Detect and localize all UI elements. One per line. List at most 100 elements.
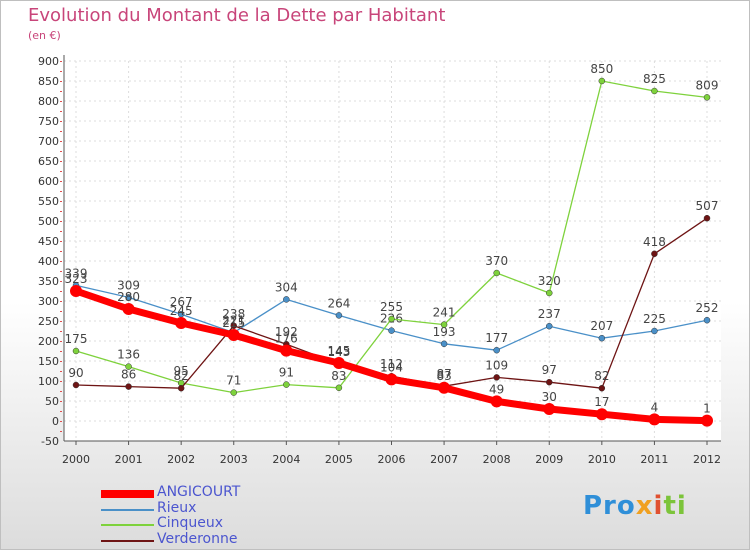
data-point <box>125 383 132 390</box>
data-label: 418 <box>643 235 666 249</box>
data-label: 1 <box>703 402 711 416</box>
legend-label: Verderonne <box>157 531 238 547</box>
data-point <box>283 296 290 303</box>
x-tick-label: 2009 <box>535 453 563 466</box>
data-label: 339 <box>65 266 88 280</box>
x-tick-label: 2001 <box>115 453 143 466</box>
data-label: 192 <box>275 325 298 339</box>
data-point <box>701 414 713 427</box>
data-label: 245 <box>170 304 193 318</box>
data-point <box>388 327 395 334</box>
y-tick-label: 650 <box>38 155 59 168</box>
data-point <box>546 378 553 386</box>
data-point <box>283 381 290 388</box>
y-tick-label: 0 <box>52 415 59 428</box>
data-point <box>72 381 80 389</box>
data-point <box>598 334 606 342</box>
data-point <box>493 374 500 381</box>
y-tick-label: 100 <box>38 375 59 388</box>
data-point <box>175 317 188 329</box>
data-label: 255 <box>380 300 403 314</box>
y-tick-label: 400 <box>38 255 59 268</box>
data-point <box>598 77 606 85</box>
y-tick-label: 350 <box>38 275 59 288</box>
data-label: 49 <box>489 382 504 396</box>
x-tick-label: 2010 <box>588 453 616 466</box>
x-tick-label: 2003 <box>220 453 248 466</box>
data-point <box>125 363 132 370</box>
data-label: 280 <box>117 290 140 304</box>
data-point <box>335 384 343 392</box>
data-label: 809 <box>696 78 719 92</box>
data-point <box>543 403 556 415</box>
data-label: 238 <box>222 307 245 321</box>
data-label: 175 <box>65 332 88 346</box>
data-label: 143 <box>327 345 350 359</box>
x-tick-label: 2011 <box>640 453 668 466</box>
data-label: 17 <box>594 395 609 409</box>
data-point <box>703 214 711 222</box>
data-point <box>125 294 132 301</box>
data-point <box>280 344 293 357</box>
data-label: 225 <box>643 312 666 326</box>
data-point <box>438 381 451 394</box>
y-tick-label: 500 <box>38 215 59 228</box>
proxiti-logo: Proxiti <box>583 491 687 521</box>
data-point <box>648 413 661 426</box>
x-tick-label: 2012 <box>693 453 721 466</box>
legend-swatch <box>101 524 154 526</box>
y-tick-label: 200 <box>38 335 59 348</box>
data-label: 145 <box>327 344 350 358</box>
data-label: 370 <box>485 254 508 268</box>
x-tick-label: 2002 <box>167 453 195 466</box>
data-point <box>72 347 80 355</box>
data-label: 221 <box>222 314 245 328</box>
y-tick-label: 750 <box>38 115 59 128</box>
x-tick-label: 2004 <box>272 453 300 466</box>
y-tick-label: 800 <box>38 95 59 108</box>
series-rieux: 339309267221304264226193177237207225252 <box>65 266 718 354</box>
data-point <box>493 346 500 354</box>
data-point <box>703 94 711 101</box>
data-point <box>70 285 82 297</box>
data-label: 90 <box>68 366 83 380</box>
data-label: 30 <box>542 390 557 404</box>
data-point <box>230 389 237 396</box>
y-tick-label: 900 <box>38 55 59 68</box>
data-label: 237 <box>538 307 561 321</box>
data-label: 825 <box>643 72 666 86</box>
data-label: 109 <box>485 358 508 372</box>
data-label: 323 <box>65 272 88 286</box>
data-point <box>651 327 658 335</box>
data-label: 215 <box>222 316 245 330</box>
data-point <box>651 87 658 95</box>
series-angicourt: 323 280 245 215 176 145 104 83 49 30 17 4 1 <box>65 272 713 427</box>
y-tick-label: 550 <box>38 195 59 208</box>
data-label: 82 <box>594 369 609 383</box>
data-label: 87 <box>436 367 451 381</box>
data-label: 304 <box>275 280 298 294</box>
data-point <box>490 395 503 408</box>
data-point <box>546 289 553 297</box>
data-label: 83 <box>331 369 346 383</box>
data-label: 267 <box>170 295 193 309</box>
y-tick-label: -50 <box>41 435 59 448</box>
data-label: 507 <box>696 199 719 213</box>
x-tick-label: 2006 <box>378 453 406 466</box>
data-label: 82 <box>174 369 189 383</box>
data-label: 91 <box>279 366 294 380</box>
data-point <box>332 357 345 369</box>
data-point <box>493 269 500 277</box>
data-point <box>122 303 135 315</box>
data-point <box>598 384 606 392</box>
data-label: 112 <box>380 357 403 371</box>
x-tick-label: 2005 <box>325 453 353 466</box>
data-point <box>230 322 237 330</box>
chart-title: Evolution du Montant de la Dette par Hab… <box>28 5 446 26</box>
data-label: 264 <box>327 296 350 310</box>
chart-subtitle: (en €) <box>28 29 61 42</box>
data-point <box>227 329 240 341</box>
data-label: 136 <box>117 348 140 362</box>
